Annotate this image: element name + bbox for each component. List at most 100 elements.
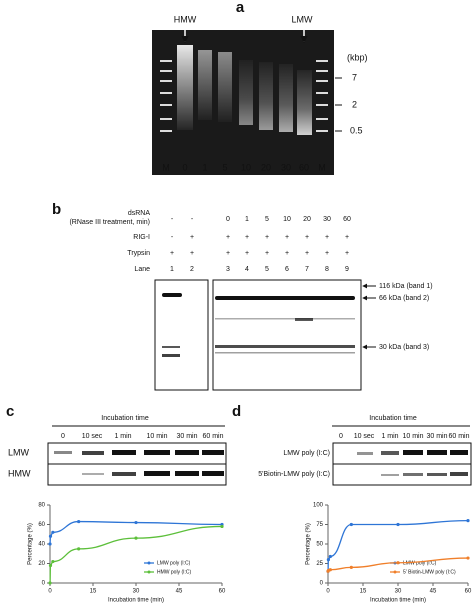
row-value: 5 [265,266,269,273]
lane-label: 20 [261,162,271,172]
row-label: LMW [8,447,30,457]
header: Incubation time [369,415,417,422]
legend-label: HMW poly (I:C) [157,569,192,575]
unit: (kbp) [347,52,368,62]
series-line [49,520,223,545]
row-value: + [345,250,349,257]
gel-label: LMW [292,14,314,24]
row-value: + [265,250,269,257]
row-value: + [325,234,329,241]
point [328,554,332,559]
blot-bands [54,450,224,476]
gel-lanes [160,45,328,135]
row-value: 4 [245,266,249,273]
point [326,558,330,562]
row-value: 2 [190,266,194,273]
x-tick-label: 30 [395,589,402,595]
blot-bands [162,293,355,357]
point [396,561,400,565]
lane-label: 5 [222,162,227,172]
row-value: - [171,216,174,223]
row-sublabel: (RNase III treatment, min) [69,219,150,226]
time-label: 1 min [114,433,131,440]
point [51,559,55,564]
row-value: + [285,250,289,257]
x-tick-label: 45 [176,589,183,595]
row-value: + [170,250,174,257]
x-tick-label: 0 [48,589,52,595]
row-label: Trypsin [127,250,150,257]
panel-label: b [52,201,61,218]
point [349,522,353,527]
x-tick-label: 0 [326,589,330,595]
row-value: - [191,216,194,223]
legend-swatch [147,561,151,565]
row-value: + [265,234,269,241]
row-value: + [305,250,309,257]
size-marker: 0.5 [350,125,363,135]
row-value: + [190,250,194,257]
size-marker: 7 [352,72,357,82]
row-value: 10 [283,216,291,223]
panel-label: c [6,403,14,420]
lane-label: 0 [182,162,187,172]
time-label: 30 min [426,433,447,440]
row-value: - [171,234,174,241]
y-tick-label: 75 [316,522,323,528]
row-value: + [190,234,194,241]
y-tick-label: 100 [313,503,324,509]
row-value: 3 [226,266,230,273]
point [220,524,224,529]
row-value: 7 [305,266,309,273]
row-label: 5'Biotin-LMW poly (I:C) [258,471,330,478]
time-label: 10 sec [354,433,375,440]
point [48,534,53,538]
row-value: + [285,234,289,241]
header: Incubation time [101,415,149,422]
band-label: 30 kDa (band 3) [379,344,429,351]
row-value: + [245,250,249,257]
time-label: 0 [339,433,343,440]
point [396,522,400,527]
time-label: 0 [61,433,65,440]
series-line [49,525,223,584]
row-value: 1 [245,216,249,223]
x-tick-label: 60 [219,589,226,595]
row-value: 60 [343,216,351,223]
point [77,547,81,551]
legend-label: LMW poly (I:C) [403,560,437,566]
row-value: 9 [345,266,349,273]
point [134,536,138,540]
legend-swatch [393,570,397,574]
blot [47,442,227,465]
point [349,565,353,570]
point [48,542,52,546]
row-value: + [325,250,329,257]
row-label: HMW [8,468,31,478]
time-label: 60 min [448,433,469,440]
lane-label: 10 [241,162,251,172]
x-tick-label: 15 [90,589,97,595]
time-label: 10 sec [82,433,103,440]
band-label: 66 kDa (band 2) [379,295,429,302]
lane-label: M [162,162,170,172]
row-label: dsRNA [128,210,151,217]
time-label: 10 min [146,433,167,440]
y-tick-label: 20 [38,561,45,567]
y-tick-label: 0 [320,581,324,587]
row-value: 8 [325,266,329,273]
y-tick-label: 0 [42,581,46,587]
x-tick-label: 45 [430,589,437,595]
panel-label: d [232,403,241,420]
point [48,581,52,585]
y-tick-label: 25 [316,561,323,567]
blot [154,279,209,391]
point [48,563,53,568]
legend-label: 5' Biotin-LMW poly (I:C) [403,569,456,575]
time-label: 30 min [176,433,197,440]
y-axis-label: Percentage (%) [306,523,312,565]
row-value: + [226,250,230,257]
row-label: Lane [134,266,150,273]
row-value: 1 [170,266,174,273]
